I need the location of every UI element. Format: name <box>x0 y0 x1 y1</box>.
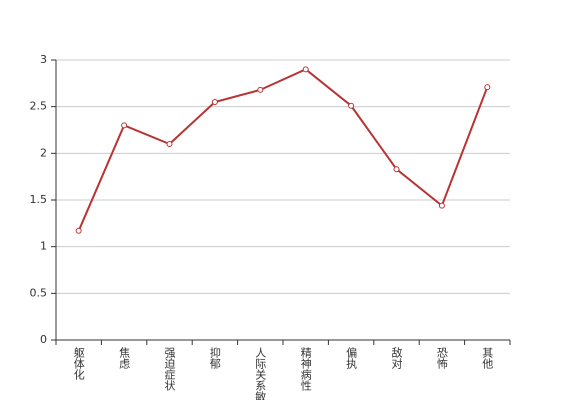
y-tick-label: 1 <box>40 240 47 253</box>
x-tick-label: 躯体化 <box>72 347 85 381</box>
point <box>438 202 445 209</box>
y-tick-label: 2.5 <box>30 100 48 113</box>
line <box>77 68 489 232</box>
x-tick-label: 其他 <box>481 347 494 369</box>
x-tick-label: 强迫症状 <box>163 347 176 391</box>
x-tick-label: 敌对 <box>390 346 403 369</box>
x-tick-label: 偏执 <box>345 346 358 370</box>
x-tick-label: 焦虑 <box>118 347 131 369</box>
point <box>75 227 82 234</box>
y-tick-label: 3 <box>40 53 47 66</box>
point <box>302 66 309 73</box>
point <box>121 122 128 129</box>
point <box>257 86 264 93</box>
point <box>211 99 218 105</box>
point <box>484 84 491 91</box>
x-tick-label: 精神病性 <box>299 347 312 392</box>
point <box>166 141 173 147</box>
x-tick-label: 人际关系敏感 <box>254 347 267 400</box>
point <box>348 102 355 109</box>
y-tick-label: 1.5 <box>30 193 48 206</box>
x-tick-label: 抑郁 <box>208 346 221 369</box>
y-tick-label: 0 <box>40 333 47 346</box>
x-tick-label: 恐怖 <box>435 347 448 369</box>
point <box>393 166 400 173</box>
y-tick-label: 0.5 <box>30 286 48 299</box>
y-tick-label: 2 <box>40 146 47 159</box>
